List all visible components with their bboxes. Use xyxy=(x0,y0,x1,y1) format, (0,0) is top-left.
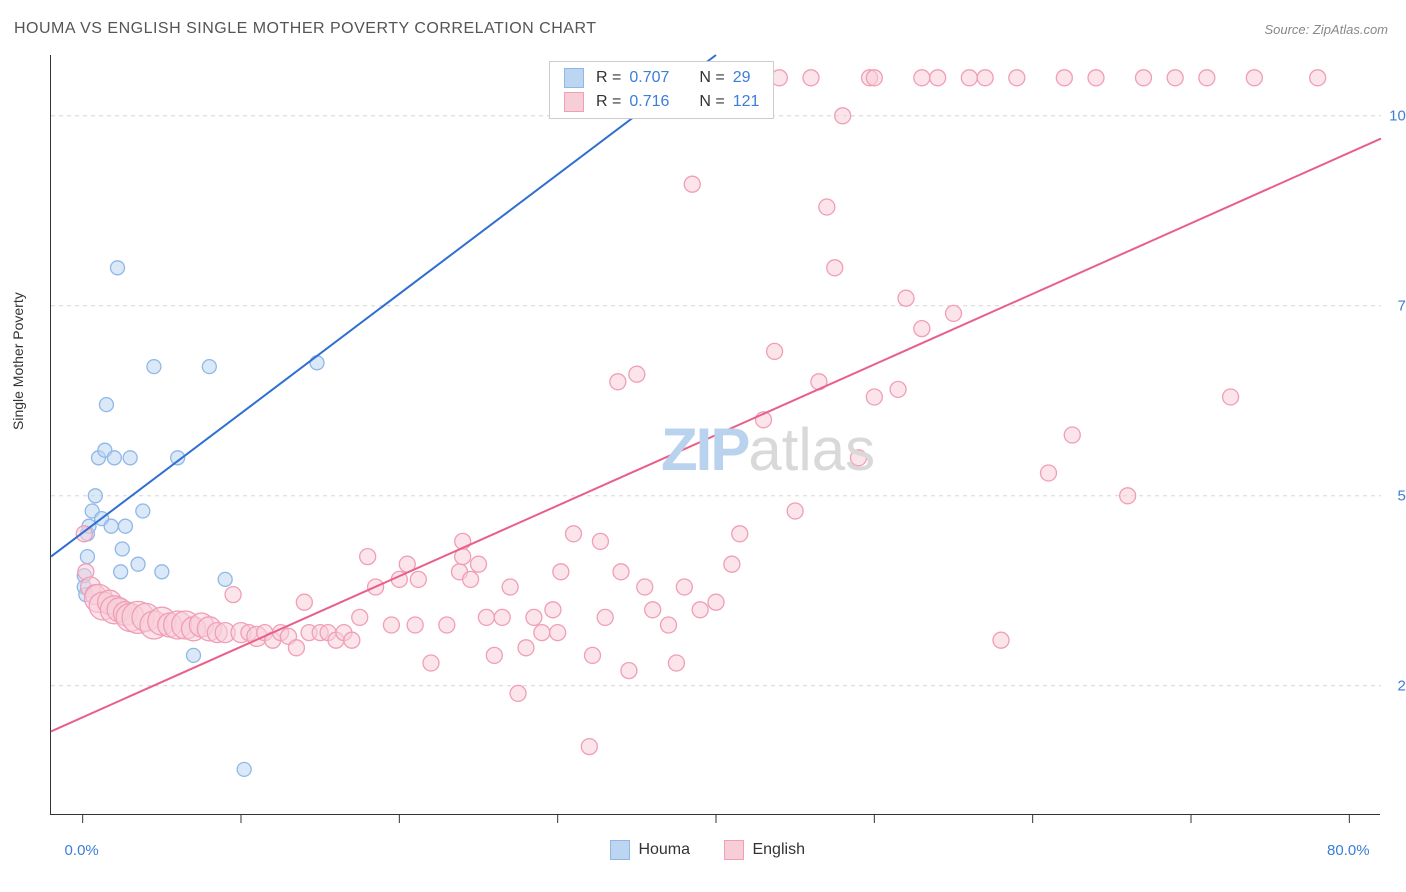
legend-item: Houma xyxy=(610,841,690,858)
legend-n-label: N = xyxy=(695,66,728,90)
chart-container: HOUMA VS ENGLISH SINGLE MOTHER POVERTY C… xyxy=(0,0,1406,892)
legend-r-value: 0.716 xyxy=(625,90,673,114)
legend-swatch xyxy=(610,840,630,860)
y-tick-label: 75.0% xyxy=(1397,297,1406,314)
legend-r-value: 0.707 xyxy=(625,66,673,90)
legend-swatch xyxy=(564,68,584,88)
chart-title: HOUMA VS ENGLISH SINGLE MOTHER POVERTY C… xyxy=(14,20,596,38)
y-axis-label: Single Mother Poverty xyxy=(10,292,26,430)
legend-r-label: R = xyxy=(592,90,625,114)
source-attribution: Source: ZipAtlas.com xyxy=(1264,22,1388,37)
scatter-plot-svg xyxy=(51,55,1381,815)
legend-n-label: N = xyxy=(695,90,728,114)
plot-area: ZIPatlas 25.0%50.0%75.0%100.0% R = 0.707… xyxy=(50,55,1380,815)
legend-swatch xyxy=(564,92,584,112)
legend-n-value: 121 xyxy=(729,90,764,114)
y-tick-label: 25.0% xyxy=(1397,677,1406,694)
legend-item: English xyxy=(724,841,805,858)
x-tick-label: 80.0% xyxy=(1327,842,1370,859)
legend-series-name: Houma xyxy=(638,841,690,858)
legend-swatch xyxy=(724,840,744,860)
correlation-legend: R = 0.707 N = 29 R = 0.716 N = 121 xyxy=(549,61,774,119)
legend-series-name: English xyxy=(752,841,804,858)
x-tick-label: 0.0% xyxy=(65,842,99,859)
y-tick-label: 100.0% xyxy=(1389,107,1406,124)
legend-n-value: 29 xyxy=(729,66,764,90)
y-tick-label: 50.0% xyxy=(1397,487,1406,504)
legend-r-label: R = xyxy=(592,66,625,90)
series-legend: Houma English xyxy=(610,840,839,860)
